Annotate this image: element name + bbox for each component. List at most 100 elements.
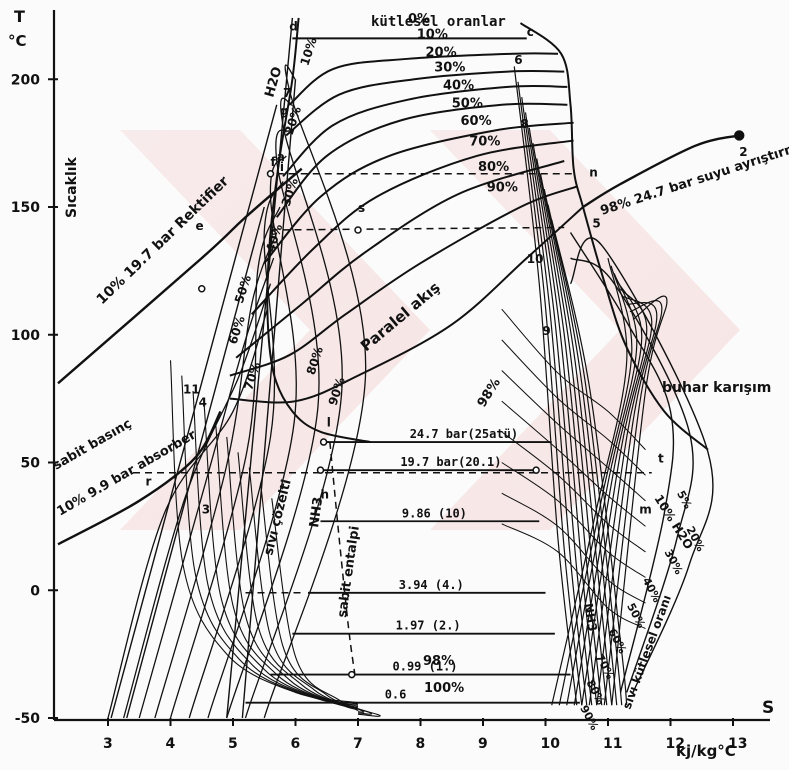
state-point-label: n [589, 165, 598, 179]
vapor-lobe-curve [569, 232, 675, 693]
state-point-dot [319, 438, 328, 446]
tick-labels: 3 4 5 6 7 8 9 10 11 12 13 -50 0 50 100 150 200 [11, 72, 748, 752]
x-tick-label: 6 [291, 736, 301, 752]
state-point-label: h [321, 487, 330, 501]
liquid-steep-line [110, 104, 278, 719]
state-point-label: 3 [202, 503, 210, 517]
liquid-fan-line [169, 206, 281, 719]
enthalpy-dashed-curve [329, 441, 356, 675]
vapor-hatch-line [501, 462, 646, 578]
h2o-top-label: H2O [262, 65, 285, 99]
mass-ratio-label: 80% [478, 160, 509, 175]
x-axis-title: kj/kg°C [676, 742, 736, 760]
vapor-hatch-line [501, 523, 646, 630]
isobar-label: 3.94 (4.) [399, 578, 464, 592]
x-tick-label: 9 [478, 736, 488, 752]
vapor-return-line [551, 257, 628, 706]
mass-ratio-curve [282, 84, 568, 178]
vapor-hatch-line [501, 400, 646, 527]
state-point-label: 7 [283, 86, 291, 100]
state-point-label: m [639, 503, 652, 517]
state-point-label: i [280, 160, 284, 174]
axes [52, 10, 770, 722]
vapor-fan-line [513, 66, 578, 706]
vapor-percent-label: 50% [624, 601, 648, 630]
state-point-label: t [658, 452, 664, 466]
liquid-bowl-curve [259, 482, 373, 715]
liquid-bowl-curve [226, 436, 359, 710]
vapor-return-line [611, 295, 668, 706]
vapor-fan-line [551, 219, 628, 706]
rektifier-label: 10% 19.7 bar Rektifier [94, 173, 232, 307]
vapor-hatch-line [501, 492, 646, 604]
vapor-hatch-line [501, 308, 646, 451]
vapor-lobe-curve [569, 237, 714, 693]
x-tick-label: 7 [353, 736, 363, 752]
y-tick-label: 100 [11, 328, 40, 344]
y-axis-letter: T [14, 7, 25, 26]
state-point-label: s [358, 201, 365, 215]
mass-ratio-label: 10% [417, 27, 448, 42]
vapor-fan-line [524, 112, 593, 706]
state-point-label: g [280, 104, 289, 118]
x-tick-label: 11 [603, 736, 622, 752]
isobar-label: 1.97 (2.) [396, 619, 461, 633]
state-point-label: 11 [183, 383, 200, 397]
vapor-fan-line [528, 127, 598, 706]
state-point-label: d [289, 20, 298, 34]
liquid-bowl-curve [271, 498, 381, 717]
state-point-label: 9 [542, 324, 550, 338]
vapor-percent-label: 70% [593, 652, 617, 681]
y-tick-label: 0 [30, 583, 40, 599]
mass-ratio-label: 30% [434, 61, 465, 76]
vapor-percent-label: 30% [662, 547, 686, 576]
y-tick-label: -50 [15, 711, 41, 727]
percent-98-left: 98% [423, 654, 454, 669]
vapor-fan-lines [501, 66, 714, 706]
mass-ratio-curve [263, 121, 574, 264]
liquid-fan-line [122, 283, 272, 719]
vapor-fan-line [532, 143, 603, 706]
state-point-dot [532, 466, 540, 474]
mass-ratio-curve [235, 160, 565, 359]
y-tick-label: 150 [11, 200, 40, 216]
liquid-percent-label: 10% [298, 36, 320, 68]
x-tick-label: 13 [728, 736, 747, 752]
y-axis-title: Sıcaklık [64, 156, 80, 218]
liquid-bowl-curve [214, 421, 359, 709]
buhar-karisim-label: buhar karışım [662, 380, 771, 396]
x-tick-label: 8 [416, 736, 426, 752]
y-tick-label: 50 [21, 456, 41, 472]
isobar-label: 0.6 [385, 688, 407, 702]
liquid-steep-line [126, 206, 265, 719]
vapor-return-line [573, 280, 643, 706]
liquid-steep-line [241, 79, 297, 719]
liquid-steep-line [226, 17, 294, 719]
state-point-label: 2 [739, 145, 747, 159]
vapor-lobe-curve [570, 257, 694, 693]
absorber-line [57, 410, 222, 546]
vapor-percent-label: 90% [577, 703, 601, 732]
isobar-label: 0.99 (1.) [393, 660, 458, 674]
state-point-label: 6 [514, 53, 522, 67]
y-tick-label: 200 [11, 72, 40, 88]
mass-ratio-label: 70% [469, 135, 500, 150]
state-point-label: 4 [199, 395, 207, 409]
mass-ratio-header: kütlesel oranlar [371, 14, 506, 30]
state-point-label: 5 [592, 216, 600, 230]
dashed-lines [133, 173, 652, 675]
vapor-hatch-line [501, 431, 646, 553]
vapor-percent-label: 60% [605, 626, 629, 655]
liquid-fan-line [188, 181, 284, 719]
separation-line [582, 134, 740, 209]
x-tick-label: 4 [166, 736, 176, 752]
mass-ratio-label: 40% [443, 78, 474, 93]
liquid-bowl-curve [192, 390, 359, 706]
x-tick-label: 3 [103, 736, 113, 752]
liquid-fan-lines [107, 17, 381, 719]
mass-ratio-label: 20% [426, 45, 457, 60]
separation-endpoint [734, 130, 745, 141]
x-axis-letter: S [762, 698, 774, 718]
